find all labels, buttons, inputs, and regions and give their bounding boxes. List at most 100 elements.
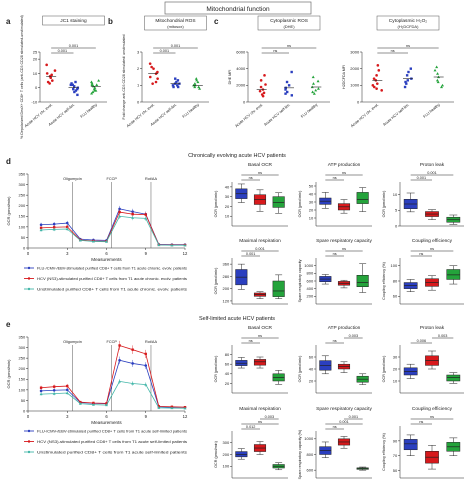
data-point	[311, 82, 315, 85]
box-body	[446, 269, 461, 280]
series-2	[68, 80, 80, 97]
data-point	[51, 79, 54, 82]
significance-label: 0.003	[438, 334, 448, 338]
category-label: Acute HCV self-lim.	[263, 103, 291, 127]
data-point	[148, 62, 152, 65]
significance-label: ns	[287, 44, 291, 48]
data-point	[52, 385, 56, 388]
data-point	[170, 243, 174, 247]
data-point	[372, 77, 376, 80]
data-point	[90, 81, 94, 85]
y-tick-label: 0	[23, 245, 26, 250]
figure-header: Mitochondrial function	[164, 1, 312, 15]
data-point	[70, 82, 73, 85]
data-point	[65, 221, 69, 225]
data-point	[372, 85, 376, 89]
box-3	[272, 370, 285, 385]
y-tick-label: 40	[309, 191, 314, 196]
data-point	[316, 79, 320, 83]
panel-title: ATP production	[328, 162, 361, 168]
category-label: Acute HCV chr. evol.	[234, 103, 263, 129]
panel-title: Basal OCR	[248, 162, 273, 168]
data-point	[78, 402, 82, 405]
data-point	[375, 74, 378, 77]
box-3	[356, 263, 369, 293]
data-point	[118, 344, 121, 347]
y-tick-label: 50	[393, 468, 398, 473]
y-tick-label: 20	[309, 378, 314, 383]
data-point	[131, 348, 134, 351]
series-line	[41, 208, 185, 246]
legend-marker	[27, 266, 31, 270]
box-2	[253, 189, 267, 212]
y-tick-label: 200	[307, 294, 314, 299]
box-1	[235, 357, 248, 369]
data-point	[92, 401, 95, 405]
x-tick-label: 6	[105, 251, 108, 256]
box-2	[425, 209, 439, 220]
significance-label: ns	[333, 339, 337, 343]
x-tick-label: 9	[145, 251, 148, 256]
series-1	[256, 74, 267, 98]
injection-label: Oligomycin	[63, 340, 82, 344]
data-point	[52, 227, 56, 231]
y-tick-label: 60	[309, 354, 314, 359]
series-2	[403, 67, 413, 89]
box-body	[253, 359, 267, 366]
x-axis-label: Measurements	[91, 257, 122, 262]
data-point	[193, 85, 197, 89]
y-tick-label: 40	[225, 184, 230, 189]
x-tick-label: 12	[183, 414, 188, 419]
y-tick-label: 0	[395, 223, 398, 228]
data-point	[144, 352, 147, 356]
data-point	[91, 403, 95, 406]
series-1	[371, 64, 383, 92]
y-axis-label: OCR (pmol/min)	[382, 191, 386, 218]
y-tick-label: 20	[33, 57, 38, 62]
significance-label: ns	[258, 420, 262, 424]
legend-label: HCV (NS3)-stimulated purified CD8+ T cel…	[37, 440, 187, 444]
box-1	[403, 279, 418, 292]
panel-e3: Proton leak 10 20 30 OCR (pmol/min) 0.006 0.00…	[382, 325, 464, 394]
data-point	[105, 403, 108, 407]
data-point	[65, 227, 69, 231]
significance-label: ns	[342, 247, 346, 251]
y-tick-label: 4000	[236, 66, 246, 71]
data-point	[284, 92, 287, 95]
y-axis-label: % Depolarized DeoX+ CD8+ T cells (anti-C…	[20, 15, 24, 139]
significance-label: ns	[342, 171, 346, 175]
data-point	[45, 63, 48, 67]
x-tick-label: 9	[145, 414, 148, 419]
legend-marker	[27, 429, 31, 433]
data-point	[194, 77, 198, 80]
box-3	[446, 214, 461, 225]
legend-label: FLU-/CMV-/EBV-stimulated purified CD8+ T…	[37, 266, 187, 270]
data-point	[52, 222, 56, 226]
series-3	[192, 77, 203, 90]
series-3	[39, 378, 187, 410]
panel-letter: d	[6, 157, 11, 166]
data-point	[172, 85, 175, 89]
data-point	[264, 83, 267, 86]
data-point	[405, 82, 408, 85]
box-body	[403, 439, 418, 451]
y-tick-label: 30	[309, 199, 314, 204]
injection-label: FCCP	[107, 177, 118, 181]
y-tick-label: 20	[393, 366, 398, 371]
data-point	[407, 70, 410, 74]
box-1	[235, 448, 248, 460]
data-point	[157, 243, 161, 247]
data-point	[74, 89, 78, 92]
y-tick-label: 800	[307, 271, 314, 276]
y-tick-label: 200	[223, 452, 230, 457]
data-point	[52, 226, 56, 229]
data-point	[154, 80, 158, 84]
panel-e_line: e 0 50 100 150 200 250 300 350 0 3 6 9 12 Measurements…	[6, 320, 188, 454]
panel-title: Basal OCR	[248, 325, 273, 331]
y-tick-label: 0	[357, 99, 360, 104]
y-tick-label: 70	[393, 453, 398, 458]
header-title: Mitochondrial function	[206, 6, 270, 13]
box-1	[319, 441, 332, 458]
box-3	[356, 466, 369, 471]
